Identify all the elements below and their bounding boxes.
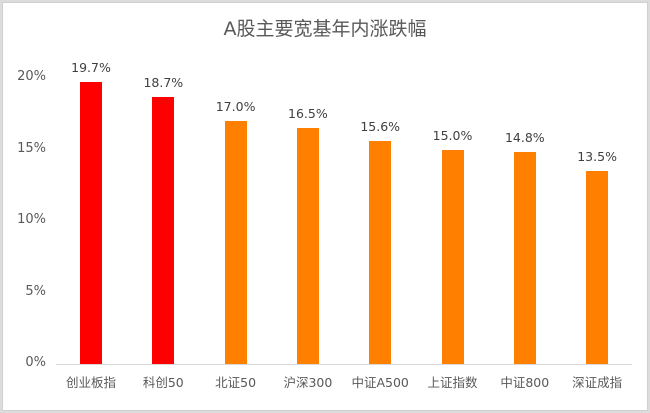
x-tick-label: 沪深300 — [283, 375, 333, 390]
x-tick-label: 深证成指 — [572, 375, 623, 390]
y-tick-label: 20% — [17, 69, 46, 84]
bar — [80, 82, 102, 364]
value-label: 13.5% — [577, 148, 617, 164]
bar — [369, 140, 392, 364]
y-tick-label: 15% — [17, 140, 46, 156]
bar — [513, 152, 536, 364]
y-tick-label: 0% — [25, 355, 46, 370]
x-tick-label: 中证A500 — [351, 375, 409, 390]
value-label: 15.0% — [432, 127, 473, 143]
y-tick-label: 5% — [25, 283, 46, 299]
value-label: 18.7% — [143, 74, 184, 90]
bar — [224, 120, 247, 364]
x-tick-label: 科创50 — [142, 375, 184, 390]
bar — [152, 96, 175, 364]
bar — [586, 170, 609, 364]
value-label: 17.0% — [215, 98, 256, 114]
x-tick-label: 创业板指 — [65, 375, 116, 390]
y-tick-label: 10% — [17, 212, 46, 227]
value-label: 16.5% — [288, 106, 328, 122]
x-axis-line — [56, 364, 632, 365]
x-tick-label: 北证50 — [215, 375, 257, 390]
chart-title: A股主要宽基年内涨跌幅 — [223, 18, 427, 40]
bar — [441, 149, 464, 364]
x-tick-label: 上证指数 — [427, 375, 478, 390]
value-label: 15.6% — [360, 118, 401, 134]
value-label: 19.7% — [71, 60, 111, 76]
value-label: 14.8% — [504, 130, 545, 146]
x-tick-label: 中证800 — [500, 375, 550, 390]
bar — [296, 128, 319, 364]
